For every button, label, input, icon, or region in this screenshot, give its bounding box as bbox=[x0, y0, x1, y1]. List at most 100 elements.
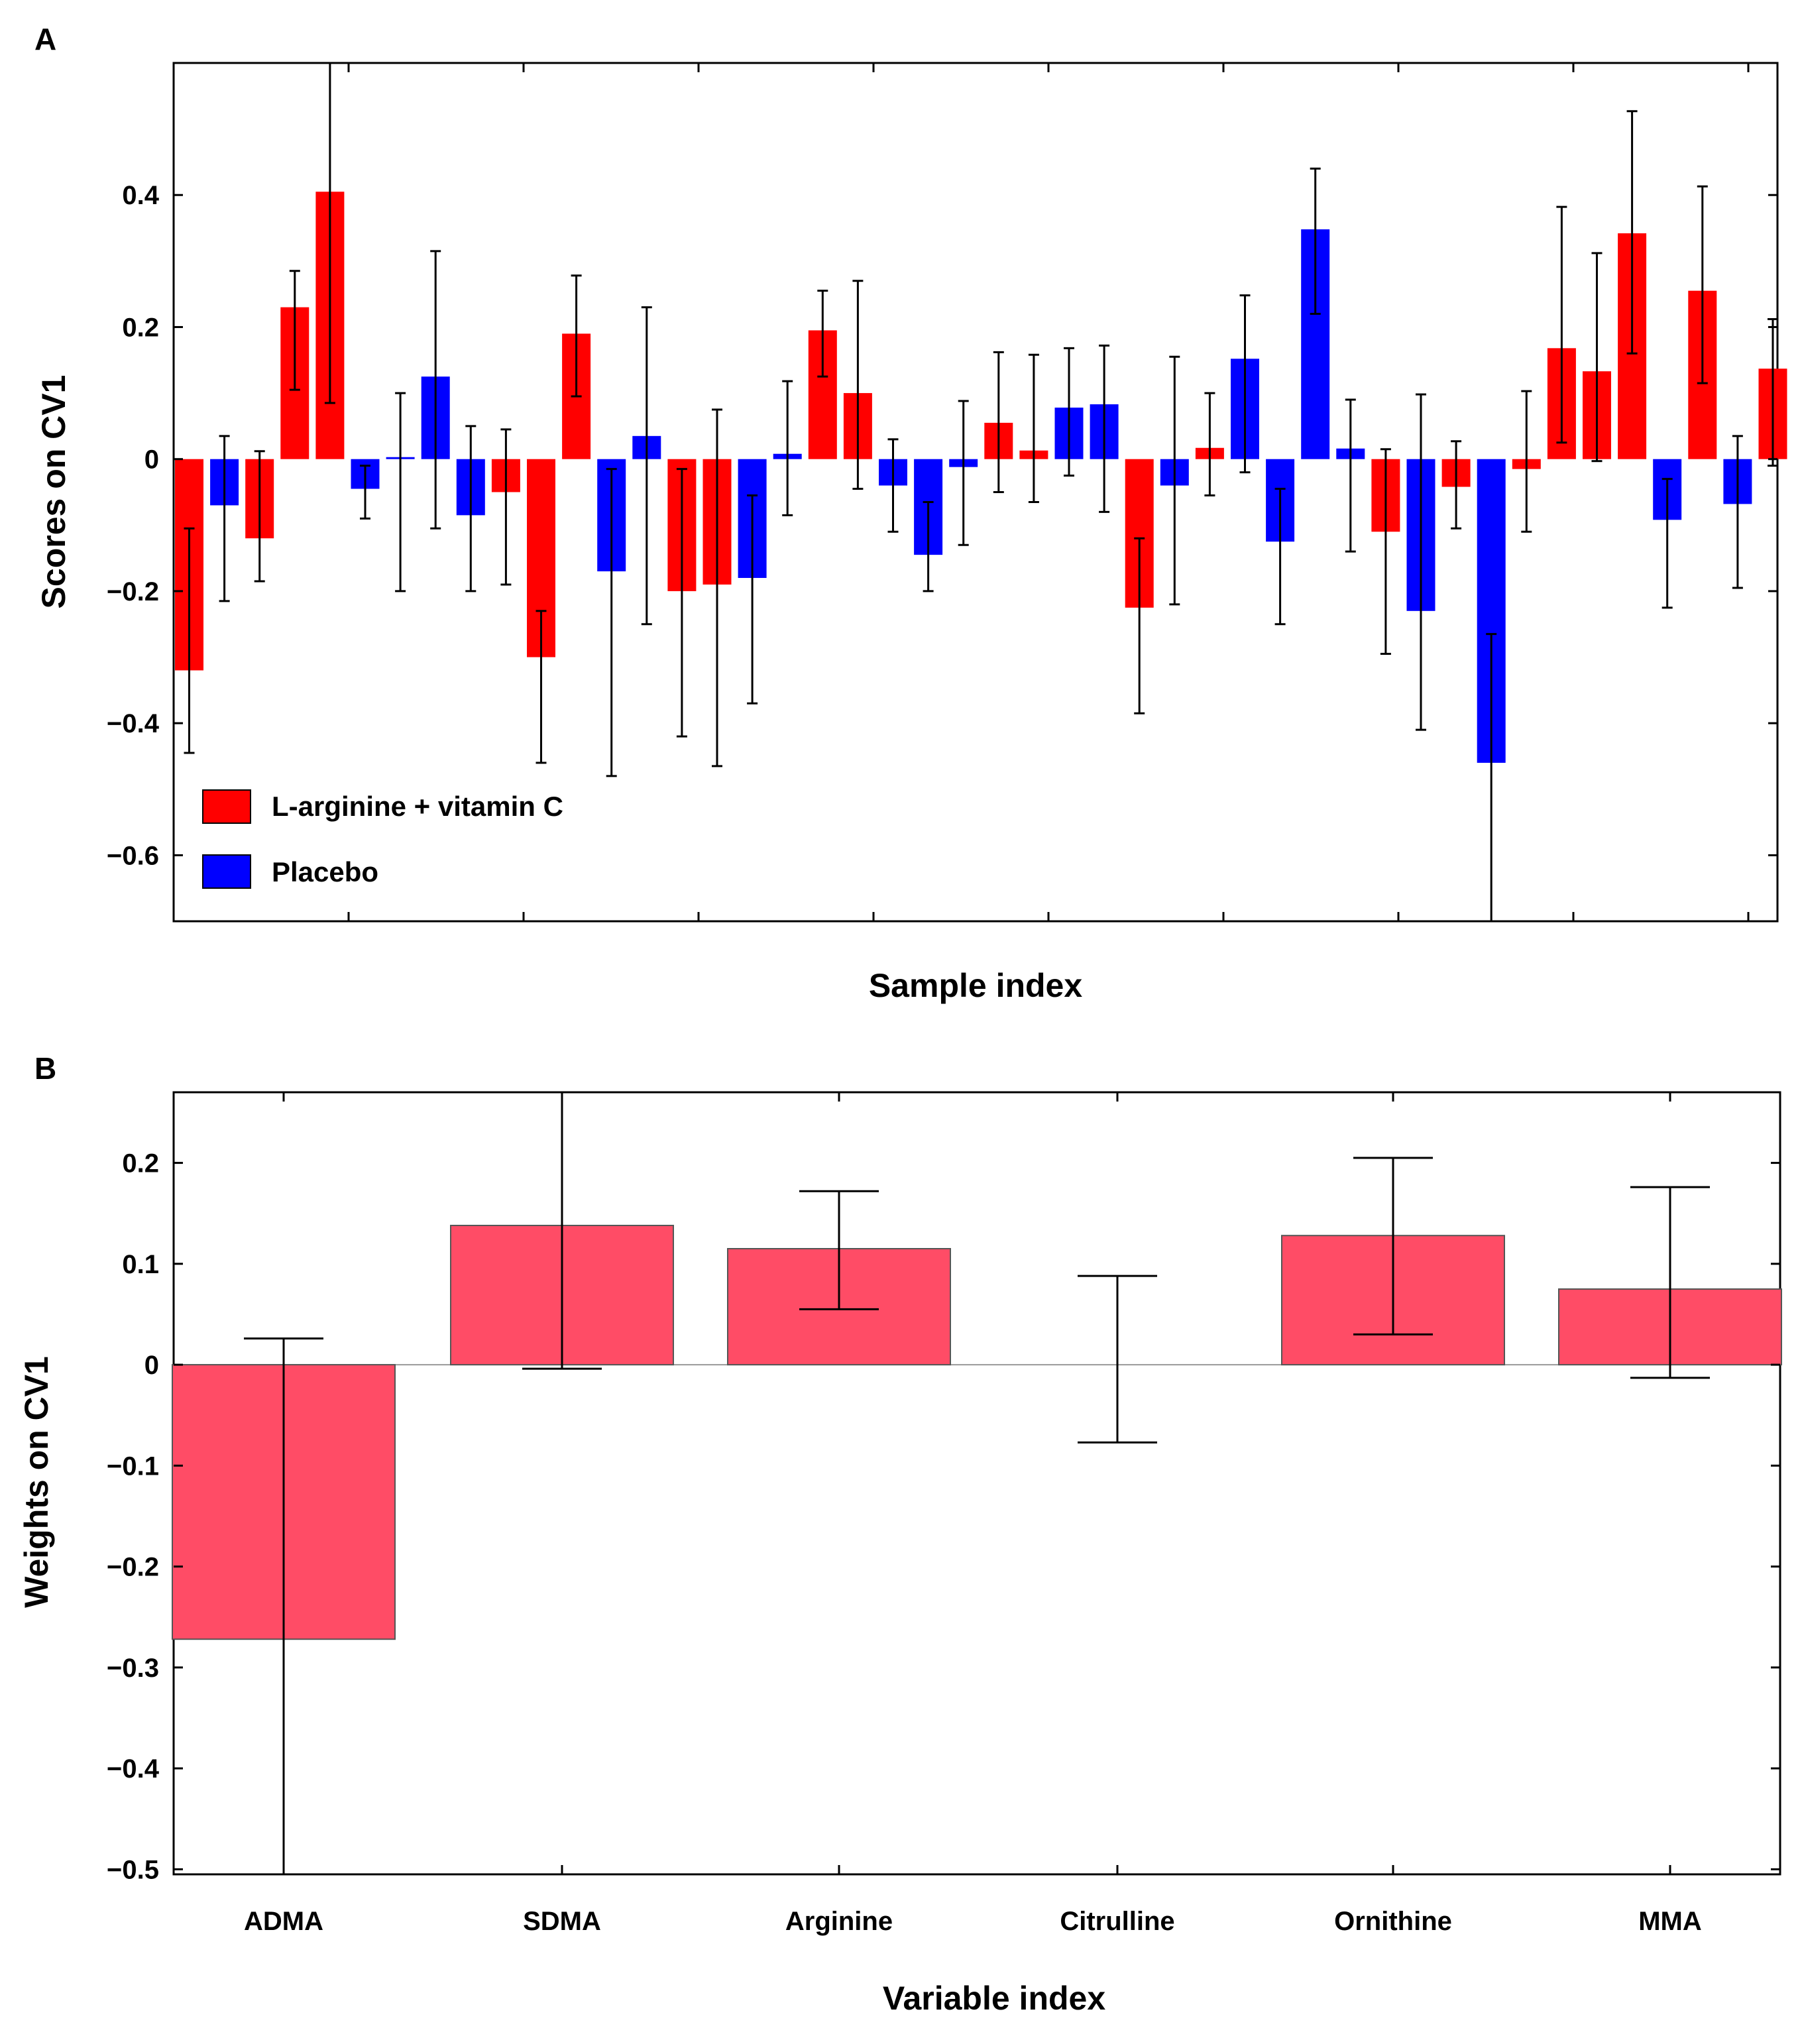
error-bar-sample-43 bbox=[1661, 478, 1673, 609]
panel-b-error-bars bbox=[244, 1091, 1710, 1876]
error-bar-sample-8 bbox=[430, 250, 441, 530]
error-bar-sample-14 bbox=[641, 306, 652, 626]
panel-b-y-tick-label: −0.5 bbox=[107, 1855, 159, 1884]
error-bar-sample-7 bbox=[395, 392, 406, 593]
error-bar-sample-19 bbox=[817, 290, 828, 378]
panel-a-y-tick: −0.4 bbox=[107, 709, 1777, 738]
panel-a-y-tick: 0 bbox=[144, 445, 1777, 475]
panel-b-y-tick: 0.1 bbox=[122, 1250, 1780, 1279]
error-bar-sample-40 bbox=[1556, 205, 1567, 444]
panel-b-y-tick: 0 bbox=[144, 1351, 1780, 1380]
error-bar-sample-3 bbox=[254, 450, 265, 583]
error-bar-sample-6 bbox=[360, 465, 370, 520]
panel-b-y-tick: −0.2 bbox=[107, 1553, 1780, 1582]
panel-b-y-tick: −0.3 bbox=[107, 1654, 1780, 1683]
error-bar-sample-46 bbox=[1768, 318, 1778, 467]
error-bar-sample-21 bbox=[887, 438, 899, 533]
panel-a-y-axis-label: Scores on CV1 bbox=[35, 375, 72, 609]
legend-label-placebo: Placebo bbox=[272, 856, 378, 887]
error-bar-sample-41 bbox=[1591, 252, 1603, 463]
legend-label-arginine: L-arginine + vitamin C bbox=[272, 791, 563, 822]
panel-a-plot-frame bbox=[172, 62, 1779, 923]
panel-b-x-axis-label: Variable index bbox=[883, 1980, 1105, 2017]
panel-b-x-tick-label: Arginine bbox=[785, 1907, 893, 1936]
error-bar-sample-24 bbox=[993, 351, 1004, 493]
error-bar-mma bbox=[1630, 1186, 1710, 1379]
panel-b-x-tick-label: SDMA bbox=[523, 1907, 601, 1936]
panel-a-chart: 0.4 0.2 0 −0.2 −0.4 −0.6 Sample index Scores … bbox=[35, 62, 1787, 1004]
panel-a-letter: A bbox=[34, 22, 56, 56]
panel-b-y-axis: 0.2 0.1 0 −0.1 −0.2 −0.3 −0.4 −0.5 bbox=[107, 1149, 1780, 1884]
error-bar-sample-2 bbox=[219, 435, 230, 602]
panel-b-y-tick-label: −0.1 bbox=[107, 1451, 159, 1481]
error-bar-sample-23 bbox=[958, 400, 969, 546]
panel-a-y-tick-label: 0 bbox=[144, 445, 159, 475]
panel-a-y-axis: 0.4 0.2 0 −0.2 −0.4 −0.6 bbox=[107, 181, 1777, 870]
error-bar-sample-17 bbox=[747, 494, 758, 705]
panel-b-y-tick: 0.2 bbox=[122, 1149, 1780, 1178]
error-bar-sample-32 bbox=[1274, 488, 1286, 626]
error-bar-sample-5 bbox=[324, 63, 335, 404]
panel-b-y-tick-label: 0.2 bbox=[122, 1149, 159, 1178]
error-bar-sample-28 bbox=[1134, 537, 1145, 714]
error-bar-sample-9 bbox=[465, 425, 477, 593]
panel-b-y-tick-label: −0.4 bbox=[107, 1754, 160, 1784]
error-bar-sample-42 bbox=[1626, 110, 1638, 355]
error-bar-sample-37 bbox=[1451, 440, 1462, 530]
panel-b-x-tick-label: MMA bbox=[1638, 1907, 1702, 1936]
error-bar-sample-36 bbox=[1416, 393, 1426, 731]
error-bar-sample-39 bbox=[1521, 390, 1532, 533]
panel-b-y-axis-label: Weights on CV1 bbox=[18, 1356, 55, 1608]
panel-a-y-tick-label: −0.4 bbox=[107, 709, 160, 738]
panel-b-x-tick-label: ADMA bbox=[244, 1907, 323, 1936]
error-bar-sample-12 bbox=[571, 274, 582, 398]
panel-a-x-axis-label: Sample index bbox=[869, 967, 1083, 1004]
panel-a-x-axis bbox=[347, 63, 1750, 921]
panel-b-y-tick: −0.5 bbox=[107, 1855, 1780, 1884]
error-bar-sample-31 bbox=[1239, 294, 1251, 474]
panel-a-y-tick-label: 0.4 bbox=[122, 181, 159, 210]
error-bar-sample-35 bbox=[1380, 448, 1391, 655]
error-bar-sample-29 bbox=[1169, 355, 1180, 606]
error-bar-sample-13 bbox=[606, 468, 617, 777]
panel-a-y-tick-label: 0.2 bbox=[122, 313, 159, 342]
error-bar-sample-1 bbox=[184, 527, 195, 754]
error-bar-sample-33 bbox=[1310, 167, 1321, 315]
error-bar-sample-10 bbox=[500, 428, 512, 586]
error-bar-sample-26 bbox=[1064, 347, 1074, 477]
panel-b-y-tick-label: 0 bbox=[144, 1351, 159, 1380]
error-bar-sample-4 bbox=[289, 270, 300, 391]
error-bar-ornithine bbox=[1353, 1157, 1433, 1335]
legend-swatch-arginine bbox=[202, 789, 251, 824]
panel-a-bars bbox=[175, 192, 1787, 763]
panel-b-y-tick: −0.4 bbox=[107, 1754, 1780, 1784]
error-bar-sample-22 bbox=[923, 500, 934, 593]
panel-b-y-tick: −0.1 bbox=[107, 1451, 1780, 1481]
panel-b-plot-frame bbox=[172, 1091, 1781, 1876]
error-bar-sample-30 bbox=[1204, 392, 1215, 496]
panel-a-legend: L-arginine + vitamin C Placebo bbox=[202, 789, 563, 889]
panel-a-y-tick-label: −0.2 bbox=[107, 577, 159, 606]
error-bar-sample-45 bbox=[1732, 435, 1743, 589]
legend-swatch-placebo bbox=[202, 854, 251, 889]
panel-a-y-tick: 0.4 bbox=[122, 181, 1777, 210]
panel-b-y-tick-label: −0.3 bbox=[107, 1654, 159, 1683]
error-bar-arginine bbox=[799, 1190, 879, 1310]
panel-a-y-tick: −0.2 bbox=[107, 577, 1777, 606]
panel-b-y-tick-label: −0.2 bbox=[107, 1553, 159, 1582]
panel-b-y-tick-label: 0.1 bbox=[122, 1250, 159, 1279]
error-bar-sample-16 bbox=[712, 408, 722, 767]
panel-b-x-tick-label: Ornithine bbox=[1334, 1907, 1452, 1936]
panel-b-chart: 0.2 0.1 0 −0.1 −0.2 −0.3 −0.4 −0.5 ADMA SDMA Argi… bbox=[18, 1091, 1782, 2017]
panel-b-x-axis: ADMA SDMA Arginine Citrulline Ornithine MMA bbox=[244, 1092, 1702, 1936]
error-bar-sample-20 bbox=[852, 280, 864, 490]
error-bar-sample-18 bbox=[782, 380, 793, 516]
panel-b-x-tick-label: Citrulline bbox=[1060, 1907, 1174, 1936]
panel-b-bars bbox=[172, 1224, 1782, 1640]
panel-a-y-tick-label: −0.6 bbox=[107, 841, 159, 870]
panel-b-letter: B bbox=[34, 1051, 56, 1086]
panel-a-y-tick: 0.2 bbox=[122, 313, 1777, 342]
error-bar-sample-34 bbox=[1345, 398, 1356, 553]
error-bar-sample-38 bbox=[1486, 633, 1497, 921]
